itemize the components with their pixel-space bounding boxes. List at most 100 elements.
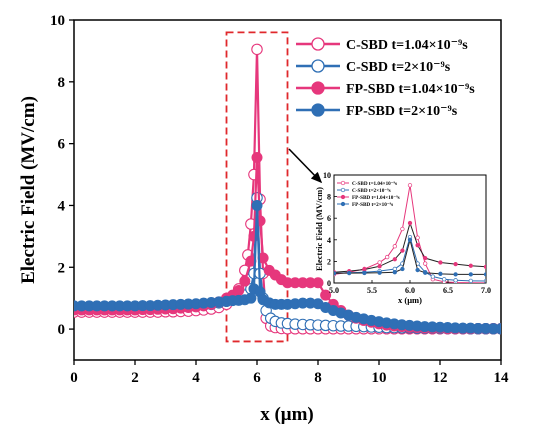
inset-data-point bbox=[347, 270, 352, 276]
inset-data-point bbox=[377, 270, 382, 275]
inset-series-group bbox=[334, 183, 486, 283]
main-data-point bbox=[233, 284, 245, 296]
main-data-point bbox=[239, 275, 251, 287]
legend-marker bbox=[311, 103, 325, 117]
main-data-point bbox=[495, 323, 501, 335]
inset-data-point bbox=[423, 270, 428, 275]
main-data-point bbox=[312, 277, 324, 289]
inset-data-point bbox=[468, 272, 473, 277]
inset-legend-marker bbox=[340, 180, 346, 186]
legend-marker bbox=[311, 81, 325, 95]
inset-y-tick-label: 8 bbox=[327, 193, 331, 202]
main-plot-frame bbox=[73, 19, 502, 361]
inset-series bbox=[334, 237, 486, 277]
y-tick-label: 0 bbox=[58, 322, 66, 338]
x-tick-label: 10 bbox=[372, 370, 387, 386]
inset-x-tick-label: 6.5 bbox=[443, 286, 453, 295]
inset-data-point bbox=[415, 243, 420, 248]
inset-data-point bbox=[453, 261, 458, 267]
inset-x-axis: 5.0 5.5 6.0 6.5 7.0 bbox=[329, 280, 491, 295]
x-tick-label: 6 bbox=[253, 370, 261, 386]
legend-label: FP-SBD t=1.04×10⁻⁹s bbox=[346, 82, 475, 97]
main-series bbox=[74, 199, 501, 335]
x-tick-label: 12 bbox=[433, 370, 448, 386]
inset-data-point bbox=[453, 278, 458, 283]
inset-x-axis-title: x (μm) bbox=[398, 295, 422, 305]
legend-marker bbox=[311, 59, 325, 73]
inset-data-point bbox=[392, 270, 397, 275]
inset-y-tick-label: 0 bbox=[327, 279, 331, 288]
inset-data-point bbox=[407, 220, 413, 226]
inset-y-tick-label: 2 bbox=[327, 257, 331, 266]
inset-data-point bbox=[362, 270, 367, 276]
y-tick-label: 2 bbox=[58, 260, 66, 276]
inset-data-point bbox=[483, 272, 486, 277]
x-axis-title: x (μm) bbox=[260, 404, 314, 425]
inset-x-tick-label: 5.0 bbox=[329, 286, 339, 295]
main-y-axis: 0 2 4 6 8 10 bbox=[50, 13, 74, 338]
inset-data-point bbox=[400, 266, 405, 272]
highlight-box bbox=[225, 31, 289, 343]
inset-data-point bbox=[415, 235, 420, 240]
y-axis-title: Electric Field (MV/cm) bbox=[18, 96, 39, 284]
legend-marker bbox=[311, 37, 325, 51]
inset-data-point bbox=[438, 271, 443, 276]
inset-y-axis: 0 2 4 6 8 10 bbox=[323, 171, 337, 288]
inset-data-point bbox=[334, 271, 337, 276]
inset-data-point bbox=[468, 278, 473, 283]
main-data-point bbox=[320, 289, 332, 301]
inset-y-axis-title: Electric Field (MV/cm) bbox=[314, 187, 324, 271]
inset-data-point bbox=[392, 257, 397, 262]
legend-label: FP-SBD t=2×10⁻⁹s bbox=[346, 104, 458, 119]
inset-data-point bbox=[407, 237, 413, 242]
legend-label: C-SBD t=2×10⁻⁹s bbox=[346, 60, 451, 75]
inset-series-line bbox=[334, 235, 486, 282]
inset-data-point bbox=[483, 278, 486, 283]
x-tick-label: 2 bbox=[131, 370, 139, 386]
inset-data-point bbox=[423, 261, 428, 266]
main-x-axis: 0 2 4 6 8 10 12 14 bbox=[70, 360, 509, 386]
inset-legend: C-SBD t=1.04×10⁻⁹sC-SBD t=2×10⁻⁹sFP-SBD … bbox=[337, 181, 400, 208]
x-tick-label: 8 bbox=[314, 370, 322, 386]
y-tick-label: 6 bbox=[58, 137, 66, 153]
inset-data-point bbox=[377, 260, 382, 265]
inset-pointer-arrow bbox=[288, 148, 323, 184]
inset-x-tick-label: 5.5 bbox=[367, 286, 377, 295]
inset-data-point bbox=[430, 274, 435, 279]
inset-data-point bbox=[468, 263, 473, 268]
inset-data-point bbox=[400, 226, 405, 232]
inset-data-point bbox=[483, 264, 486, 269]
main-series-group bbox=[74, 43, 501, 335]
x-tick-label: 14 bbox=[494, 370, 510, 386]
main-data-point bbox=[251, 152, 263, 164]
inset-legend-marker bbox=[340, 187, 346, 193]
inset-data-point bbox=[423, 256, 428, 261]
main-data-point bbox=[251, 199, 263, 211]
main-legend: C-SBD t=1.04×10⁻⁹s C-SBD t=2×10⁻⁹s FP-SBD … bbox=[296, 37, 475, 119]
main-data-point bbox=[251, 43, 263, 56]
y-tick-label: 4 bbox=[58, 198, 66, 214]
inset-legend-label: FP-SBD t=2×10⁻⁹s bbox=[352, 202, 393, 208]
inset-x-tick-label: 7.0 bbox=[481, 286, 491, 295]
inset-y-tick-label: 6 bbox=[327, 214, 331, 223]
main-data-point bbox=[245, 255, 257, 267]
inset-x-tick-label: 6.0 bbox=[405, 286, 415, 295]
inset-legend-marker bbox=[340, 201, 346, 207]
inset-data-point bbox=[385, 254, 390, 260]
inset-y-tick-label: 10 bbox=[323, 171, 331, 180]
inset-legend-marker bbox=[340, 194, 346, 200]
inset-data-point bbox=[362, 267, 367, 272]
y-tick-label: 10 bbox=[50, 13, 65, 29]
inset-data-point bbox=[415, 267, 420, 273]
main-data-point bbox=[245, 292, 257, 304]
main-plot-area: 0 2 4 6 8 10 12 14 0 2 4 6 8 10 x (μm) Electric Fiel… bbox=[18, 13, 509, 425]
highlight-box-rect bbox=[225, 31, 289, 343]
inset-legend-label: FP-SBD t=1.04×10⁻⁹s bbox=[352, 195, 400, 201]
legend-label: C-SBD t=1.04×10⁻⁹s bbox=[346, 38, 468, 53]
inset-data-point bbox=[453, 272, 458, 277]
x-tick-label: 4 bbox=[192, 370, 200, 386]
inset-chart: 5.0 5.5 6.0 6.5 7.0 0 2 4 6 8 10 C-SBD t=1.04×10⁻… bbox=[314, 171, 491, 305]
y-tick-label: 8 bbox=[58, 75, 66, 91]
inset-series bbox=[334, 220, 486, 275]
inset-data-point bbox=[377, 264, 382, 269]
